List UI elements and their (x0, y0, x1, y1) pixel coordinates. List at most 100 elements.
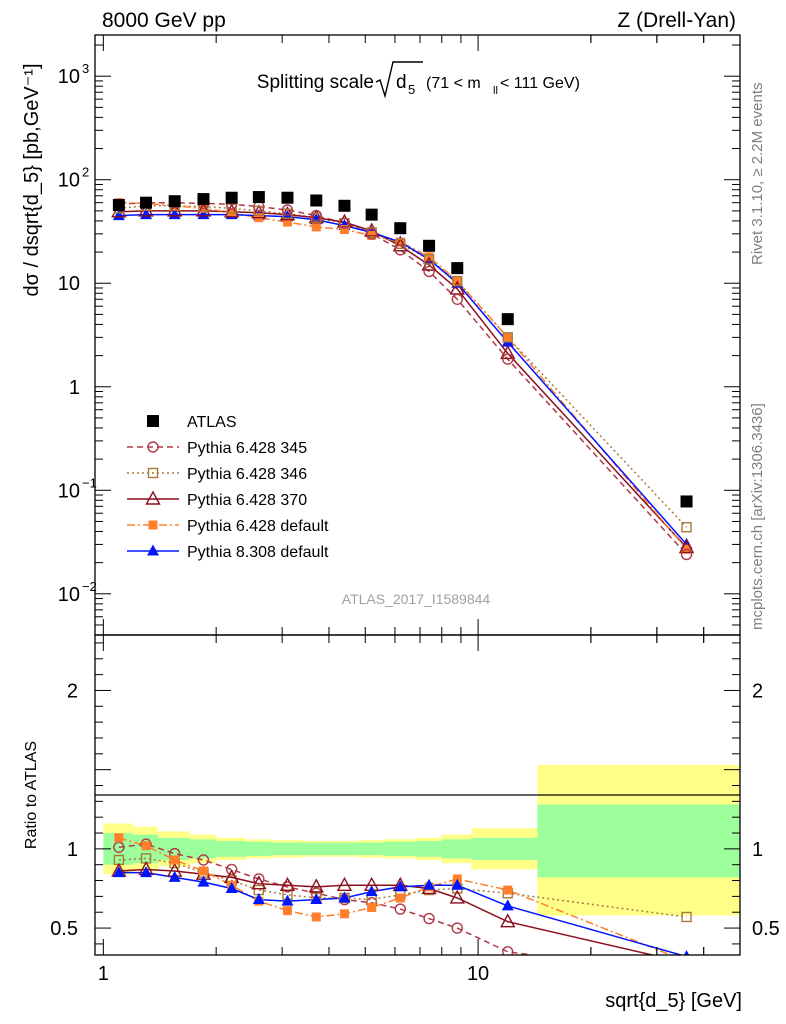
point-p345 (310, 209, 322, 222)
ratio-point-p345 (394, 903, 406, 915)
ratio-point-p345 (502, 946, 514, 955)
point-p345 (338, 217, 351, 229)
point-p345 (502, 353, 514, 365)
point-p346 (395, 238, 406, 250)
sqrt-symbol (375, 61, 423, 99)
ratio-line-p346 (118, 857, 687, 918)
ratio-point-p8def (394, 880, 407, 892)
ratio-point-p8def (451, 878, 464, 890)
ratio-y-tick-label-right: 0.5 (752, 918, 780, 940)
ratio-point-p8def (365, 885, 378, 897)
point-atlas (394, 222, 407, 235)
title-sqrt-sub: 5 (408, 82, 415, 97)
main-y-tick-exponent: 2 (82, 165, 89, 180)
main-y-axis-label: dσ / dsqrt{d_5} [pb,GeV⁻¹] (21, 63, 43, 296)
point-p345 (423, 265, 435, 278)
ratio-point-p6def (311, 912, 321, 922)
ratio-point-p6def (503, 885, 513, 895)
ratio-point-p8def (112, 866, 125, 878)
band-inner-bin (358, 842, 384, 856)
legend-item-p345: Pythia 6.428 345 (127, 440, 307, 457)
point-atlas (140, 196, 153, 209)
ratio-point-p8def (501, 899, 514, 911)
main-y-tick-label: 10 (58, 273, 80, 295)
ratio-point-p8def (197, 875, 210, 887)
point-p345 (680, 548, 693, 561)
ratio-point-p370 (449, 889, 465, 904)
band-inner-bin (537, 804, 740, 878)
band-inner-bin (471, 837, 538, 860)
ratio-point-p370 (686, 954, 687, 955)
band-inner-bin (245, 841, 271, 856)
analysis-id: ATLAS_2017_I1589844 (342, 591, 491, 607)
band-inner-bin (270, 842, 303, 856)
point-p370 (251, 204, 267, 219)
legend-item-p346: Pythia 6.428 346 (127, 466, 307, 483)
point-p345 (365, 228, 378, 240)
title-main: Splitting scale (257, 72, 374, 93)
band-inner-bin (302, 842, 329, 856)
band-inner-bin (415, 840, 442, 857)
ratio-y-tick-label-left: 2 (67, 680, 78, 702)
ratio-point-p6def (367, 902, 377, 912)
main-y-tick-exponent: −1 (82, 475, 97, 490)
axis-ticks (95, 35, 741, 955)
side-source-label: mcplots.cern.ch [arXiv:1306.3436] (749, 403, 766, 630)
ratio-point-p8def (338, 891, 351, 903)
legend-marker-p370 (145, 490, 161, 505)
point-atlas (197, 193, 210, 206)
ratio-line-p370 (118, 868, 656, 955)
legend-marker-p346 (147, 467, 159, 479)
point-p346 (253, 205, 265, 217)
legend-item-atlas: ATLAS (147, 414, 237, 431)
ratio-ylabel: Ratio to ATLAS (23, 741, 40, 849)
ratio-point-p345 (197, 854, 210, 866)
ratio-point-p370 (308, 878, 324, 893)
title-cut-pre: (71 < m (426, 75, 481, 92)
ratio-xlabel: sqrt{d_5} [GeV] (605, 990, 742, 1012)
legend-item-p6def: Pythia 6.428 default (127, 518, 329, 535)
ratio-point-p8def (140, 866, 153, 878)
ratio-frame (94, 634, 741, 956)
point-atlas (451, 262, 464, 275)
point-p6def (311, 222, 321, 232)
main-y-tick-label: 10 (58, 480, 80, 502)
legend-label-p370: Pythia 6.428 370 (187, 492, 307, 509)
point-p6def (282, 217, 292, 227)
main-y-tick-exponent: −2 (82, 579, 97, 594)
point-p370 (500, 344, 516, 360)
header-left: 8000 GeV pp (102, 9, 226, 32)
point-atlas (680, 495, 693, 508)
ratio-point-p6def (198, 866, 208, 876)
x-tick-label: 1 (98, 963, 109, 985)
ratio-point-p6def (282, 906, 292, 916)
point-atlas (365, 208, 378, 221)
main-ylabel: dσ / dsqrt{d_5} [pb,GeV⁻¹] (21, 63, 43, 296)
legend-marker-p345 (147, 441, 159, 453)
x-tick-label: 10 (467, 963, 489, 985)
legend-marker-p6def (148, 520, 158, 530)
ratio-point-p345 (423, 912, 435, 925)
point-p346 (502, 332, 513, 343)
point-p345 (394, 244, 406, 256)
ratio-point-p8def (225, 881, 238, 893)
point-atlas (225, 191, 238, 204)
ratio-y-tick-label-left: 0.5 (50, 918, 78, 940)
band-inner-bin (441, 839, 472, 859)
point-atlas (338, 199, 351, 212)
ratio-y-tick-label-right: 2 (752, 680, 763, 702)
ratio-point-p345 (682, 971, 692, 981)
ratio-point-p345 (113, 841, 125, 853)
title-sqrt-symbol: d (396, 72, 407, 93)
band-inner-bin (328, 842, 359, 856)
main-y-tick-label: 10 (58, 170, 80, 192)
main-y-tick-label: 10 (58, 66, 80, 88)
point-atlas (501, 313, 514, 326)
point-atlas (252, 191, 265, 204)
legend-label-p8def: Pythia 8.308 default (187, 544, 329, 561)
main-y-tick-exponent: 3 (82, 61, 89, 76)
ratio-point-p6def (339, 909, 349, 919)
ratio-series-markers (111, 833, 692, 981)
